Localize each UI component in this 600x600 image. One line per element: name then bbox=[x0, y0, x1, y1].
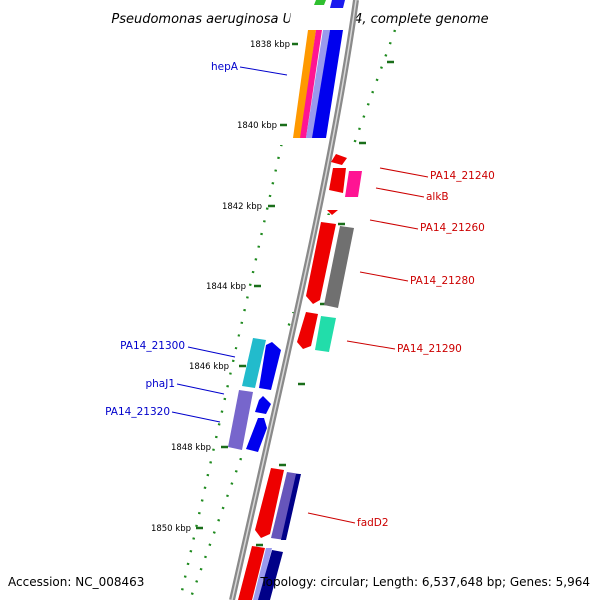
reverse-feature-block-2[interactable] bbox=[238, 468, 301, 600]
gene-label-PA14_21240[interactable]: PA14_21240 bbox=[430, 170, 495, 182]
tick-label-1844: 1844 kbp bbox=[206, 282, 246, 292]
tick-label-1846: 1846 kbp bbox=[189, 362, 229, 372]
tick-label-1848: 1848 kbp bbox=[171, 443, 211, 453]
gene-label-PA14_21300[interactable]: PA14_21300 bbox=[120, 340, 185, 352]
tick-label-1840: 1840 kbp bbox=[237, 121, 277, 131]
tick-label-1850: 1850 kbp bbox=[151, 524, 191, 534]
gene-label-alkB[interactable]: alkB bbox=[426, 191, 449, 203]
footer-summary: Topology: circular; Length: 6,537,648 bp… bbox=[259, 575, 590, 589]
feature-alkB[interactable] bbox=[345, 171, 362, 197]
feature-pink[interactable] bbox=[300, 30, 322, 138]
tick-label-1842: 1842 kbp bbox=[222, 202, 262, 212]
feature-PA14_21300[interactable] bbox=[242, 338, 266, 388]
gene-label-PA14_21320[interactable]: PA14_21320 bbox=[105, 406, 170, 418]
tick-label-1838: 1838 kbp bbox=[250, 40, 290, 50]
gene-label-PA14_21290[interactable]: PA14_21290 bbox=[397, 343, 462, 355]
gene-label-PA14_21260[interactable]: PA14_21260 bbox=[420, 222, 485, 234]
feature-PA14_21260[interactable] bbox=[327, 210, 338, 215]
feature-gaps bbox=[215, 0, 375, 600]
gene-label-hepA[interactable]: hepA bbox=[211, 61, 239, 73]
reverse-feature-block-1[interactable] bbox=[297, 154, 362, 352]
feature-phaJ1[interactable] bbox=[255, 396, 271, 414]
feature-blue-top[interactable] bbox=[330, 0, 345, 8]
feature-PA14_21280-red[interactable] bbox=[306, 222, 336, 304]
label-leader-lines bbox=[171, 66, 429, 524]
feature-PA14_21290-red[interactable] bbox=[297, 312, 318, 349]
feature-lavender[interactable] bbox=[306, 30, 330, 138]
footer-accession: Accession: NC_008463 bbox=[8, 575, 144, 589]
gene-label-phaJ1[interactable]: phaJ1 bbox=[145, 378, 175, 390]
feature-PA14_21240-a[interactable] bbox=[331, 154, 347, 165]
feature-bottom-red[interactable] bbox=[238, 546, 265, 600]
feature-blue[interactable] bbox=[312, 30, 343, 138]
feature-PA14_21280-grey[interactable] bbox=[324, 226, 354, 308]
feature-fadD2-dark[interactable] bbox=[281, 474, 301, 540]
feature-fadD2[interactable] bbox=[255, 468, 284, 538]
forward-feature-block-1[interactable] bbox=[293, 0, 345, 138]
feature-bottom-dark[interactable] bbox=[258, 550, 283, 600]
feature-PA14_21320[interactable] bbox=[228, 390, 253, 450]
feature-hepA-orange[interactable] bbox=[293, 30, 316, 138]
feature-PA14_21290[interactable] bbox=[315, 316, 336, 352]
feature-bottom-lavender[interactable] bbox=[253, 548, 272, 600]
feature-phaJ1-b[interactable] bbox=[246, 418, 267, 452]
gene-label-fadD2[interactable]: fadD2 bbox=[357, 517, 389, 529]
feature-PA14_21240[interactable] bbox=[329, 168, 346, 193]
forward-feature-block-2[interactable] bbox=[228, 338, 281, 452]
genome-backbone-highlight bbox=[231, 0, 357, 600]
feature-PA14_21300-b[interactable] bbox=[259, 342, 281, 390]
gene-label-PA14_21280[interactable]: PA14_21280 bbox=[410, 275, 475, 287]
feature-green[interactable] bbox=[314, 0, 326, 5]
